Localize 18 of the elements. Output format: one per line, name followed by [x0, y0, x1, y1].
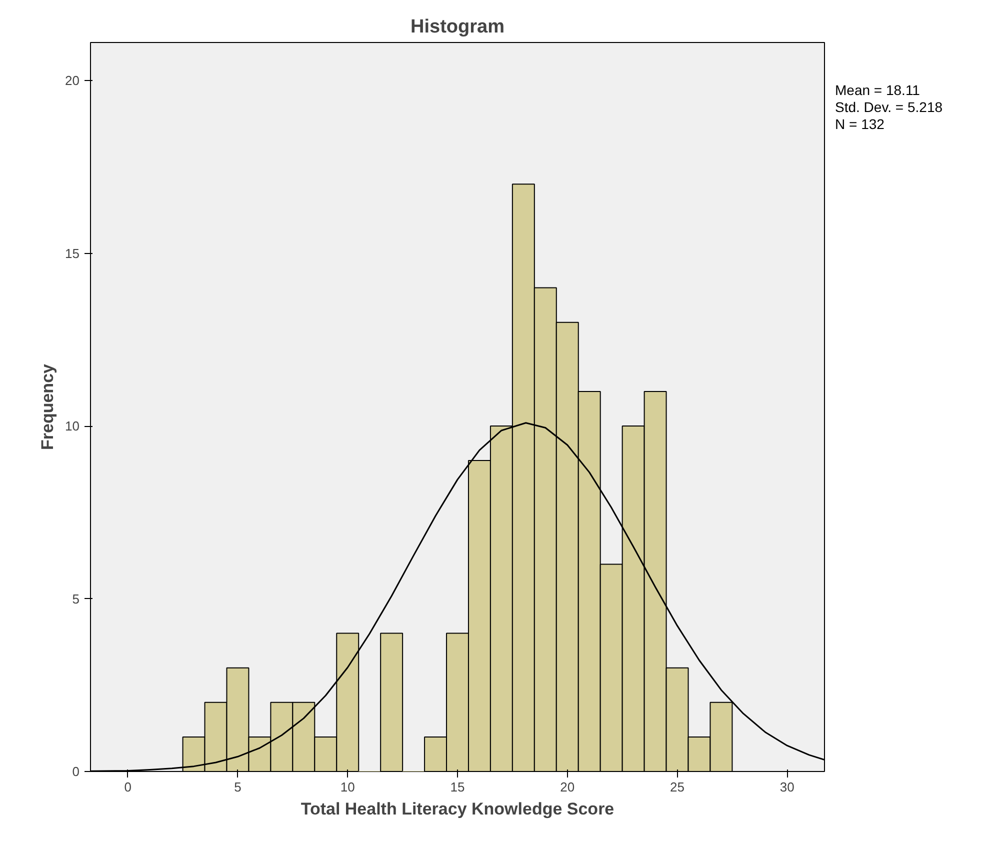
x-tick-label: 30	[780, 780, 794, 794]
y-tick-label: 10	[65, 418, 80, 434]
y-tick-label: 20	[65, 73, 80, 88]
text: N = 132	[835, 116, 884, 132]
y-tick-label: 0	[72, 764, 80, 779]
text: Mean = 18.11	[835, 82, 920, 98]
x-tick-label: 10	[340, 780, 355, 794]
chart-title: Histogram	[410, 16, 504, 38]
y-tick-label: 15	[65, 246, 80, 261]
text: Std. Dev. = 5.218	[835, 99, 943, 115]
y-axis-title: Frequency	[38, 363, 58, 450]
y-tick-label: 5	[72, 591, 80, 606]
x-tick-label: 15	[450, 780, 465, 794]
x-axis-title: Total Health Literacy Knowledge Score	[300, 800, 614, 818]
x-tick-label: 25	[670, 780, 684, 794]
x-tick-label: 0	[124, 780, 132, 794]
x-tick-label: 20	[560, 780, 575, 794]
x-tick-label: 5	[234, 780, 242, 794]
